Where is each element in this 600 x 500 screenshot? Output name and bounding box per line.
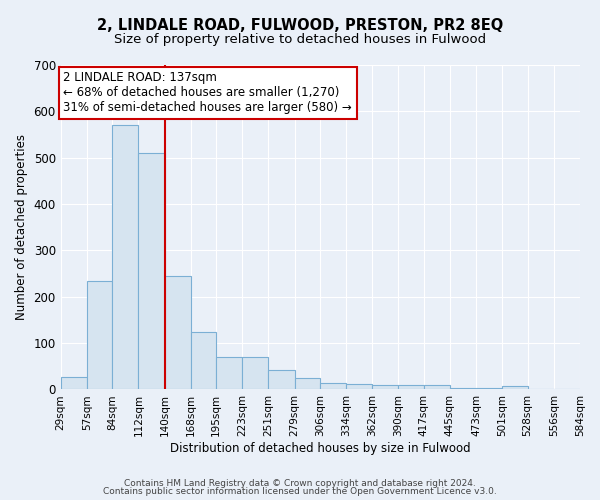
Bar [112, 126, 139, 390]
Bar [372, 385, 398, 390]
Text: 2 LINDALE ROAD: 137sqm
← 68% of detached houses are smaller (1,270)
31% of semi-: 2 LINDALE ROAD: 137sqm ← 68% of detached… [63, 72, 352, 114]
Bar [424, 386, 450, 390]
Bar [450, 388, 476, 390]
Bar [476, 388, 502, 390]
Bar [502, 386, 527, 390]
Bar [216, 357, 242, 390]
Text: Contains public sector information licensed under the Open Government Licence v3: Contains public sector information licen… [103, 487, 497, 496]
Bar [242, 357, 268, 390]
X-axis label: Distribution of detached houses by size in Fulwood: Distribution of detached houses by size … [170, 442, 470, 455]
Bar [398, 385, 424, 390]
Bar [295, 378, 320, 390]
Text: Size of property relative to detached houses in Fulwood: Size of property relative to detached ho… [114, 32, 486, 46]
Bar [139, 153, 164, 390]
Bar [346, 384, 372, 390]
Bar [268, 370, 295, 390]
Y-axis label: Number of detached properties: Number of detached properties [15, 134, 28, 320]
Bar [191, 332, 216, 390]
Text: 2, LINDALE ROAD, FULWOOD, PRESTON, PR2 8EQ: 2, LINDALE ROAD, FULWOOD, PRESTON, PR2 8… [97, 18, 503, 32]
Text: Contains HM Land Registry data © Crown copyright and database right 2024.: Contains HM Land Registry data © Crown c… [124, 478, 476, 488]
Bar [164, 276, 191, 390]
Bar [320, 383, 346, 390]
Bar [61, 377, 87, 390]
Bar [87, 280, 112, 390]
